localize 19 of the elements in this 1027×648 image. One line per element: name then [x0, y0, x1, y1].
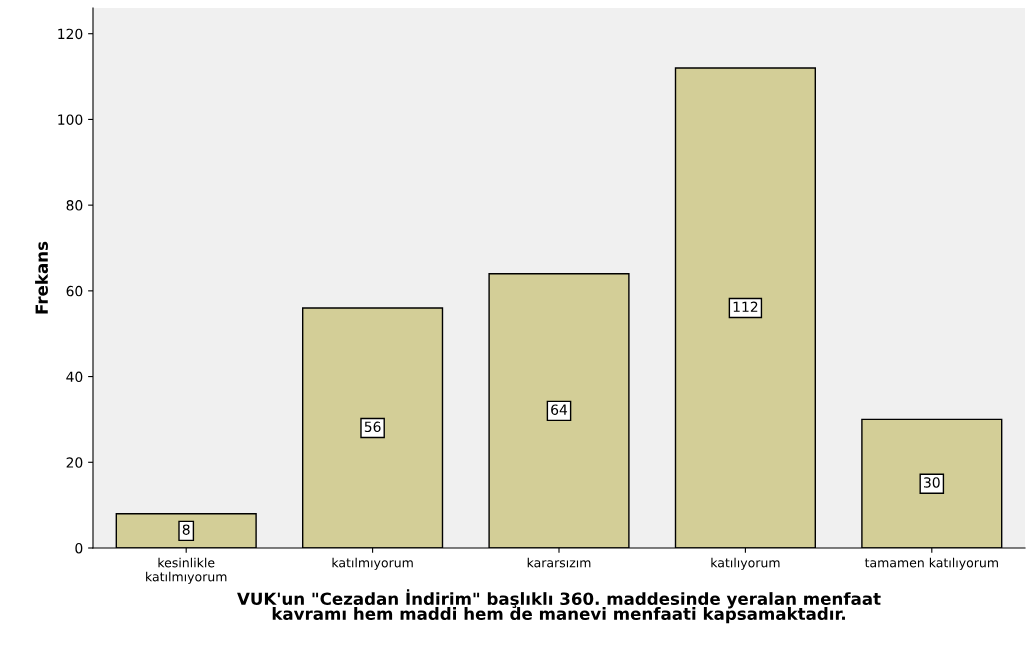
- y-tick-label: 40: [66, 371, 83, 383]
- data-label: 30: [924, 477, 940, 488]
- y-tick-label: 0: [75, 542, 83, 554]
- y-tick-label: 20: [66, 457, 83, 468]
- y-tick-label: 80: [66, 200, 83, 211]
- x-tick-label: katılıyorum: [711, 557, 780, 570]
- data-label: 8: [182, 524, 190, 535]
- x-tick-label: kararsızım: [527, 557, 591, 568]
- y-tick-label: 60: [66, 285, 83, 297]
- data-label: 112: [733, 301, 758, 312]
- y-tick-label: 100: [58, 114, 83, 125]
- x-tick-label: tamamen katılıyorum: [864, 557, 998, 570]
- data-label: 64: [551, 404, 568, 415]
- x-axis-title: VUK'un "Cezadan İndirim" başlıklı 360. maddesinde yeralan menfaat kavramı hem maddi hem de manevi menfaati kapsamaktadır.: [237, 589, 881, 624]
- x-tick-label: katılmıyorum: [332, 557, 413, 570]
- y-axis-title: Frekans: [35, 241, 48, 314]
- x-tick-label: kesinlikle katılmıyorum: [146, 557, 227, 584]
- y-tick-label: 120: [58, 28, 83, 40]
- data-label: 56: [364, 421, 381, 433]
